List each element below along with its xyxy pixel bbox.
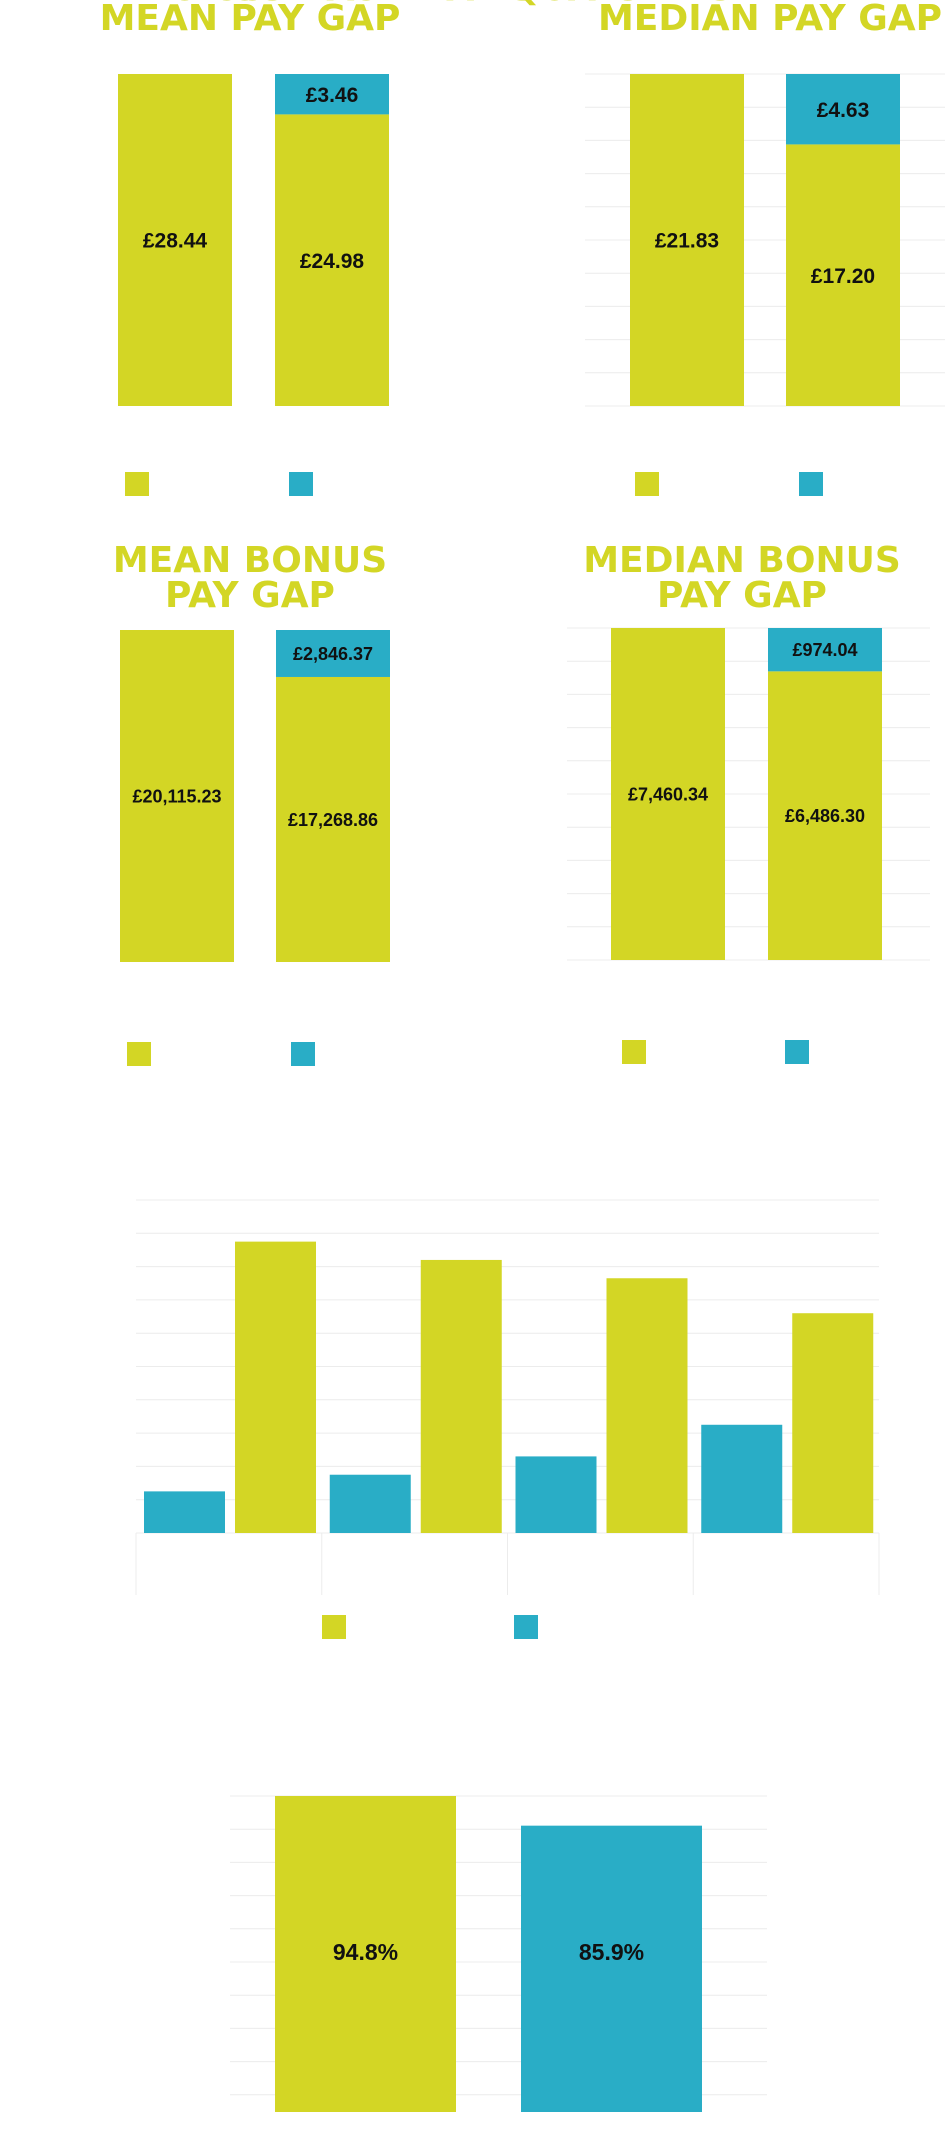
legend-swatch-female: [125, 472, 149, 496]
data-label: £20,115.23: [132, 786, 221, 806]
data-label: £28.44: [143, 230, 208, 253]
bar-segment-female: [611, 628, 725, 960]
data-label: £17.20: [811, 265, 875, 288]
chart-title: PAY GAP: [657, 575, 827, 616]
bar-male-q2: [329, 1474, 411, 1533]
chart-bonus_recipients_by_gender: BONUS RECIPIENTS BY GENDER 94.8% 85.9%: [142, 0, 778, 2112]
bar-male-q3: [515, 1456, 597, 1533]
data-label: £2,846.37: [293, 644, 373, 664]
legend-swatch-male: [799, 472, 823, 496]
data-label: 85.9%: [579, 1939, 644, 1965]
bar-segment-male: [768, 628, 882, 672]
data-label: £24.98: [300, 250, 365, 273]
bar-female-q1: [235, 1241, 316, 1533]
bar-segment-male: [786, 74, 900, 145]
data-label: £6,486.30: [785, 806, 865, 826]
chart-title: MEDIAN BONUS: [583, 540, 901, 581]
data-label: 94.8%: [333, 1939, 398, 1965]
bar-male-q4: [701, 1424, 783, 1533]
bar-female-q4: [792, 1313, 874, 1533]
legend-swatch-male: [289, 472, 313, 496]
data-label: £974.04: [792, 640, 857, 660]
data-label: £7,460.34: [628, 784, 708, 804]
legend-swatch-female: [622, 1040, 646, 1064]
data-label: £21.83: [655, 230, 719, 253]
chart-title: MEDIAN PAY GAP: [598, 0, 942, 39]
bar-segment-female: [120, 630, 234, 962]
bar-segment-female: [118, 74, 232, 406]
chart-median_pay_gap: MEDIAN PAY GAP £21.83 £17.20 £4.63: [585, 0, 945, 496]
bar-female-q3: [606, 1278, 688, 1533]
chart-title: PAY GAP: [165, 575, 335, 616]
bar-segment-male: [276, 630, 390, 677]
chart-company_pay_quartiles: COMPANY PAY QUARTILES: [135, 0, 880, 1639]
chart-title: MEAN BONUS: [113, 540, 387, 581]
chart-title: COMPANY PAY QUARTILES: [211, 0, 734, 9]
bar-male-q1: [144, 1491, 225, 1533]
bar-female-q2: [420, 1259, 502, 1533]
legend-swatch-male: [291, 1042, 315, 1066]
bar-segment-female: [276, 676, 390, 962]
bar-segment-female: [630, 74, 744, 406]
legend-swatch-male: [514, 1615, 538, 1639]
chart-mean_pay_gap: MEAN PAY GAP £28.44 £24.98 £3.46: [100, 0, 401, 496]
chart-title: BONUS RECIPIENTS BY GENDER: [142, 0, 778, 9]
legend-swatch-female: [635, 472, 659, 496]
legend-swatch-male: [785, 1040, 809, 1064]
bar-female: [275, 1796, 456, 2112]
bar-segment-female: [275, 114, 389, 407]
legend-swatch-female: [322, 1615, 346, 1639]
data-label: £4.63: [817, 99, 870, 122]
bar-segment-male: [275, 74, 389, 115]
data-label: £17,268.86: [288, 810, 378, 830]
bar-segment-female: [786, 144, 900, 406]
chart-title: MEAN PAY GAP: [100, 0, 401, 39]
legend-swatch-female: [127, 1042, 151, 1066]
bar-segment-female: [768, 671, 882, 960]
data-label: £3.46: [306, 84, 359, 107]
bar-male: [521, 1825, 702, 2112]
